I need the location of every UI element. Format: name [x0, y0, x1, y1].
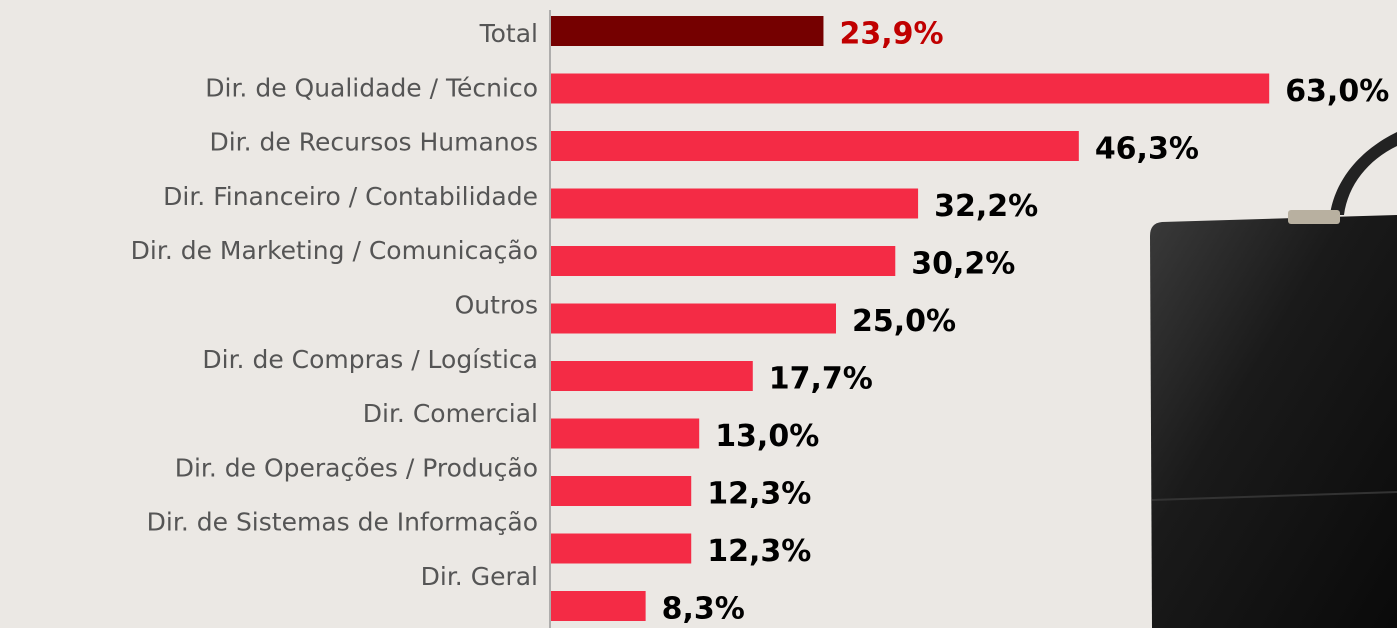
value-label: 25,0% — [852, 304, 956, 339]
bar — [551, 131, 1079, 161]
briefcase-seam — [1151, 491, 1397, 501]
briefcase-body — [1150, 215, 1397, 628]
bar — [551, 591, 646, 621]
bar — [551, 361, 753, 391]
value-label: 23,9% — [839, 17, 943, 52]
value-label: 12,3% — [707, 534, 811, 569]
value-label: 30,2% — [911, 247, 1015, 282]
bar — [551, 418, 700, 449]
category-label: Dir. Financeiro / Contabilidade — [163, 182, 538, 211]
category-label: Dir. de Qualidade / Técnico — [205, 73, 538, 102]
category-label: Dir. de Operações / Produção — [175, 453, 538, 482]
bar — [551, 246, 896, 276]
bar — [551, 303, 836, 334]
bar — [551, 73, 1270, 104]
briefcase — [1150, 132, 1397, 628]
category-label: Dir. Comercial — [363, 399, 538, 428]
category-label: Dir. de Marketing / Comunicação — [131, 236, 538, 265]
category-label: Outros — [455, 291, 538, 320]
value-label: 13,0% — [715, 419, 819, 454]
value-label: 32,2% — [934, 189, 1038, 224]
bar — [551, 188, 919, 219]
category-label: Total — [479, 19, 538, 48]
briefcase-clasp — [1288, 210, 1340, 224]
value-label: 12,3% — [707, 477, 811, 512]
category-label: Dir. de Compras / Logística — [202, 345, 538, 374]
value-label: 46,3% — [1095, 132, 1199, 167]
briefcase-handle — [1330, 132, 1397, 215]
value-label: 63,0% — [1285, 74, 1389, 109]
category-label: Dir. Geral — [421, 562, 538, 591]
bar — [551, 16, 824, 46]
category-label: Dir. de Sistemas de Informação — [147, 508, 538, 537]
value-label: 17,7% — [769, 362, 873, 397]
bar — [551, 476, 692, 506]
category-label: Dir. de Recursos Humanos — [209, 128, 538, 157]
bar — [551, 533, 692, 564]
value-label: 8,3% — [662, 592, 745, 627]
